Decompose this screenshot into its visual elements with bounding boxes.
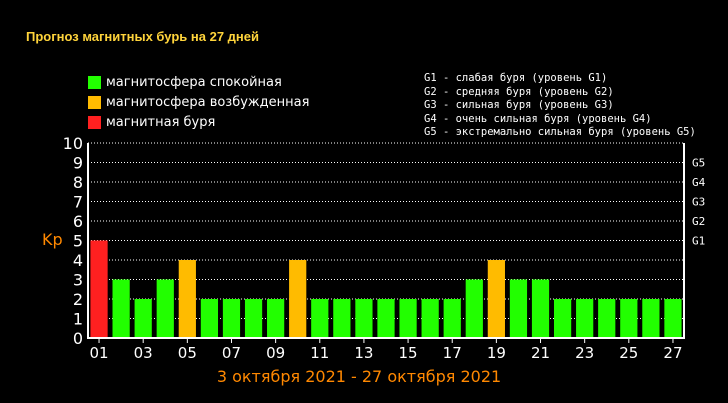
legend-swatch-calm xyxy=(88,75,101,89)
storm-level-g3: G3 - сильная буря (уровень G3) xyxy=(424,99,614,111)
bar xyxy=(465,279,483,338)
bar xyxy=(355,299,373,338)
x-tick-label: 17 xyxy=(443,344,462,362)
bar xyxy=(267,299,285,338)
bar xyxy=(664,299,682,338)
legend-item-storm: магнитная буря xyxy=(88,112,309,132)
storm-level-g2: G2 - средняя буря (уровень G2) xyxy=(424,85,614,98)
bar xyxy=(443,299,461,338)
bar xyxy=(134,299,152,338)
x-tick-label: 11 xyxy=(310,344,329,362)
y-tick-label: 7 xyxy=(73,193,83,212)
x-tick-label: 09 xyxy=(266,344,285,362)
y-tick-label: 3 xyxy=(73,271,83,290)
bar xyxy=(112,279,130,338)
bar xyxy=(244,299,263,338)
x-tick-label: 25 xyxy=(619,344,638,362)
x-tick-label: 23 xyxy=(575,344,594,362)
y-tick-label: 1 xyxy=(73,310,83,329)
g-level-label: G3 xyxy=(692,196,705,209)
bar xyxy=(576,299,594,338)
bar xyxy=(178,260,196,338)
legend: магнитосфера спокойная магнитосфера возб… xyxy=(88,72,309,132)
x-tick-label: 05 xyxy=(178,344,197,362)
bar xyxy=(598,299,616,338)
storm-level-g4: G4 - очень сильная буря (уровень G4) xyxy=(424,112,652,125)
storm-level-g1: G1 - слабая буря (уровень G1) xyxy=(424,72,608,84)
x-tick-label: 03 xyxy=(134,344,153,362)
y-tick-label: 8 xyxy=(73,173,83,192)
bar xyxy=(620,299,638,338)
legend-swatch-storm xyxy=(88,115,101,129)
g-level-label: G2 xyxy=(692,215,705,228)
y-tick-label: 9 xyxy=(73,154,83,173)
bar xyxy=(553,299,572,338)
chart-title: Прогноз магнитных бурь на 27 дней xyxy=(26,29,259,44)
g-level-label: G1 xyxy=(692,235,705,248)
bar xyxy=(333,299,351,338)
y-tick-label: 5 xyxy=(73,232,83,251)
bar xyxy=(509,279,528,338)
y-tick-label: 2 xyxy=(73,290,83,309)
legend-label-storm: магнитная буря xyxy=(106,114,216,130)
y-tick-label: 6 xyxy=(73,212,83,231)
x-tick-label: 19 xyxy=(487,344,506,362)
x-tick-label: 01 xyxy=(89,344,108,362)
x-tick-label: 27 xyxy=(663,344,682,362)
bar xyxy=(222,299,241,338)
bar xyxy=(377,299,395,338)
bar xyxy=(311,299,329,338)
y-tick-label: 4 xyxy=(73,251,83,270)
x-tick-label: 15 xyxy=(399,344,418,362)
bar xyxy=(421,299,439,338)
bar xyxy=(90,240,108,338)
bar xyxy=(200,299,219,338)
bar xyxy=(642,299,660,338)
x-tick-label: 21 xyxy=(531,344,550,362)
bar xyxy=(487,260,505,338)
x-tick-label: 13 xyxy=(354,344,373,362)
g-level-label: G4 xyxy=(692,176,706,189)
x-axis-label: 3 октября 2021 - 27 октября 2021 xyxy=(217,367,501,386)
y-tick-label: 0 xyxy=(73,329,83,348)
legend-swatch-excited xyxy=(88,95,101,109)
bar xyxy=(156,279,174,338)
storm-level-legend: G1 - слабая буря (уровень G1) G2 - средн… xyxy=(424,72,696,140)
x-tick-label: 07 xyxy=(222,344,241,362)
storm-level-g5: G5 - экстремально сильная буря (уровень … xyxy=(424,126,696,138)
legend-item-calm: магнитосфера спокойная xyxy=(88,72,309,92)
bar xyxy=(289,260,307,338)
legend-label-excited: магнитосфера возбужденная xyxy=(106,94,310,110)
legend-item-excited: магнитосфера возбужденная xyxy=(88,92,309,112)
bar xyxy=(399,299,417,338)
g-level-label: G5 xyxy=(692,157,705,170)
bar xyxy=(531,279,550,338)
y-tick-label: 10 xyxy=(63,134,83,153)
legend-label-calm: магнитосфера спокойная xyxy=(106,74,282,90)
y-axis-label: Kp xyxy=(42,230,63,249)
